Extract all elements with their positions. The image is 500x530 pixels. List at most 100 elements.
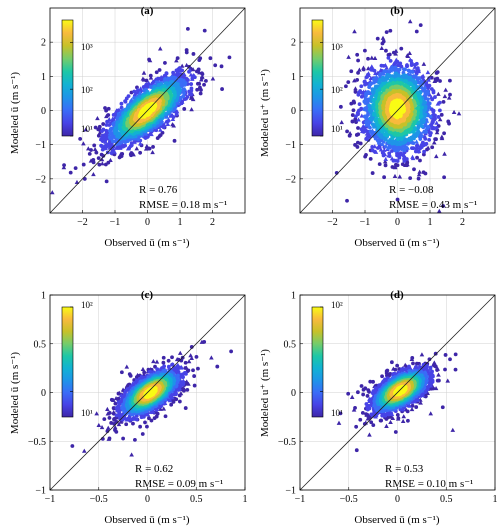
data-point	[144, 78, 149, 83]
data-point	[442, 151, 447, 156]
data-point	[187, 69, 191, 74]
data-point	[363, 48, 367, 53]
x-tick-label: 0	[395, 217, 400, 228]
data-point	[386, 153, 391, 158]
data-point	[423, 127, 428, 132]
one-to-one-line	[49, 7, 246, 214]
data-point	[372, 80, 376, 85]
data-point	[111, 411, 116, 416]
data-point	[442, 175, 447, 180]
data-point	[439, 112, 444, 117]
data-point	[210, 76, 216, 81]
data-point	[372, 55, 378, 61]
data-point	[186, 359, 192, 364]
data-point	[338, 104, 343, 109]
data-point	[62, 163, 66, 168]
data-point	[413, 149, 418, 154]
data-point	[429, 87, 434, 91]
data-point	[395, 197, 400, 202]
data-point	[400, 162, 405, 167]
data-point	[105, 135, 110, 140]
data-point	[412, 167, 416, 172]
data-point	[433, 153, 439, 159]
data-point	[345, 198, 349, 203]
data-point	[442, 131, 446, 136]
data-point	[189, 355, 194, 360]
data-point	[123, 143, 128, 148]
y-tick-label: 1	[291, 72, 296, 83]
data-point	[138, 141, 143, 146]
data-point	[97, 162, 102, 167]
data-point	[369, 55, 375, 60]
data-point	[427, 138, 432, 142]
data-point	[402, 67, 406, 72]
data-point	[169, 402, 174, 407]
data-point	[154, 414, 159, 419]
data-point	[117, 410, 123, 415]
data-point	[119, 370, 124, 375]
data-point	[188, 72, 194, 77]
data-point	[215, 364, 220, 369]
panel-title: (b)	[390, 5, 404, 17]
data-point	[377, 140, 383, 145]
data-point	[382, 175, 387, 180]
data-point	[147, 416, 151, 421]
data-point	[172, 138, 177, 143]
x-tick-label: 1	[428, 217, 433, 228]
data-point	[387, 151, 392, 156]
data-point	[169, 395, 174, 400]
data-point	[388, 59, 393, 63]
data-point	[195, 87, 200, 92]
data-point	[355, 145, 360, 149]
data-point	[366, 138, 371, 142]
y-tick-label: 0	[291, 106, 296, 117]
data-point	[81, 162, 86, 167]
data-point	[410, 146, 414, 151]
data-point	[436, 91, 441, 96]
data-point	[412, 95, 417, 100]
data-point	[104, 123, 109, 127]
data-point	[192, 374, 197, 378]
data-point	[113, 401, 118, 406]
data-point	[174, 58, 179, 63]
data-point	[434, 71, 439, 75]
x-tick-label: 2	[460, 217, 465, 228]
data-point	[417, 134, 422, 139]
data-point	[189, 107, 194, 112]
data-point	[144, 143, 150, 149]
data-point	[448, 78, 452, 83]
x-tick-label: 1	[178, 217, 183, 228]
data-point	[405, 64, 409, 69]
colorbar-tick-label: 10²	[331, 85, 343, 95]
data-point	[432, 78, 437, 83]
data-point	[145, 424, 149, 429]
data-point	[367, 85, 372, 90]
data-point	[436, 115, 441, 119]
data-point	[92, 143, 97, 148]
data-point	[134, 146, 140, 151]
y-tick-label: 1	[41, 72, 46, 83]
data-point	[356, 58, 360, 63]
data-point	[229, 349, 234, 354]
stat-rmse: RMSE = 0.18 m s⁻¹	[139, 199, 227, 211]
data-point	[138, 150, 143, 155]
data-point	[364, 153, 368, 157]
data-point	[439, 134, 445, 139]
data-point	[383, 163, 388, 168]
data-point	[352, 29, 357, 34]
data-point	[189, 345, 194, 349]
data-point	[143, 420, 147, 425]
data-point	[116, 396, 121, 401]
data-point	[346, 80, 351, 85]
data-point	[370, 128, 375, 133]
data-point	[384, 30, 389, 35]
data-point	[185, 387, 190, 392]
data-point	[358, 141, 363, 146]
data-point	[150, 149, 155, 155]
data-point	[442, 94, 448, 99]
colorbar	[311, 19, 324, 137]
data-point	[426, 77, 431, 82]
data-point	[128, 373, 133, 378]
data-point	[409, 63, 414, 67]
data-point	[425, 69, 431, 75]
